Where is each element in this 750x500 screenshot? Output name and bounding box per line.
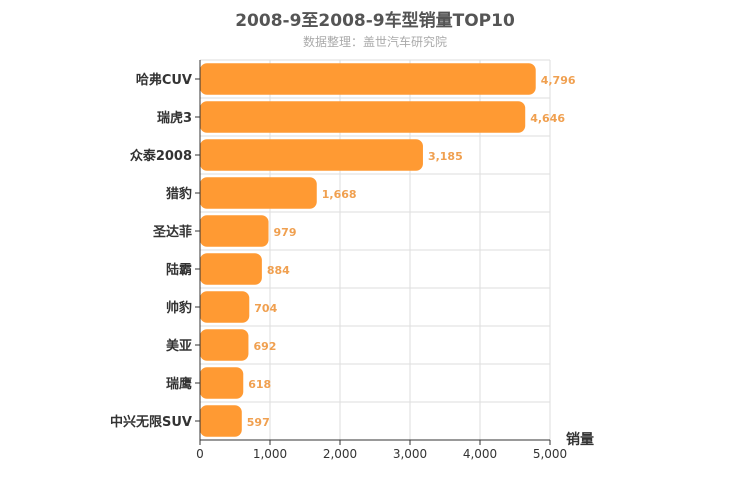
value-label: 979 [274,226,297,239]
bar [200,367,244,399]
bar [200,329,249,361]
bar [200,101,526,133]
value-label: 4,646 [530,112,565,125]
x-tick-label: 3,000 [393,447,427,461]
category-label: 瑞虎3 [157,110,192,126]
x-tick-label: 1,000 [253,447,287,461]
x-tick-label: 0 [196,447,204,461]
x-tick-label: 4,000 [463,447,497,461]
x-tick-label: 5,000 [533,447,567,461]
bar [200,177,317,209]
value-label: 692 [253,340,276,353]
bar [200,215,269,247]
bar [200,63,536,95]
grid-lines [199,59,551,441]
category-label: 众泰2008 [130,148,192,164]
chart-subtitle: 数据整理：盖世汽车研究院 [302,35,447,49]
bar [200,139,423,171]
category-label: 美亚 [166,338,192,354]
x-axis-name: 销量 [566,431,594,448]
category-label: 中兴无限SUV [110,414,192,430]
value-label: 4,796 [541,74,576,87]
category-label: 哈弗CUV [136,72,192,88]
bar [200,291,250,323]
category-label: 瑞鹰 [166,376,192,392]
x-tick-label: 2,000 [323,447,357,461]
bars: 4,796 4,646 3,185 1,668 979 884 704 692 618 597 [200,63,576,437]
category-label: 猎豹 [166,186,192,202]
value-label: 884 [267,264,290,277]
value-label: 3,185 [428,150,463,163]
value-label: 1,668 [322,188,357,201]
category-label: 帅豹 [166,300,192,316]
bar [200,405,242,437]
category-label: 陆霸 [166,262,192,278]
axes: 0 1,000 2,000 3,000 4,000 5,000 哈弗CUV 瑞虎3 众泰2008… [110,60,567,461]
category-label: 圣达菲 [153,224,192,240]
value-label: 704 [254,302,277,315]
chart-title: 2008-9至2008-9车型销量TOP10 [235,11,515,31]
value-label: 618 [248,378,271,391]
value-label: 597 [247,416,270,429]
bar [200,253,262,285]
